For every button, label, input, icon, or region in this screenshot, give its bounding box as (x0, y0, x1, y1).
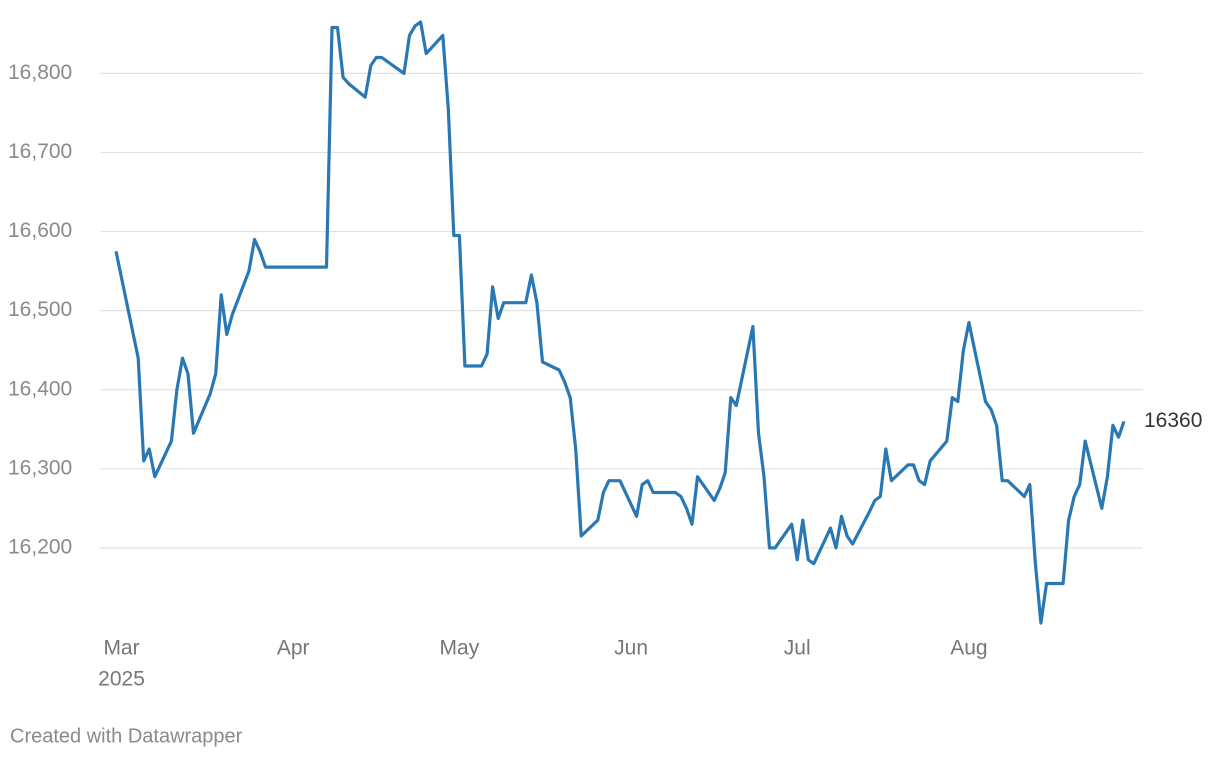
x-tick-label: Apr (277, 637, 310, 660)
y-tick-label: 16,600 (8, 219, 72, 242)
y-tick-label: 16,300 (8, 456, 72, 479)
end-label: 16360 (1144, 409, 1202, 432)
x-tick-label: Aug (950, 637, 987, 660)
y-tick-label: 16,500 (8, 298, 72, 321)
x-tick-label: May (440, 637, 480, 660)
y-tick-label: 16,200 (8, 535, 72, 558)
x-tick-label: Jun (614, 637, 648, 660)
y-tick-label: 16,400 (8, 377, 72, 400)
x-tick-sublabel: 2025 (98, 668, 145, 691)
footer: Created with Datawrapper (10, 725, 243, 747)
line (114, 20, 1126, 625)
x-tick-label: Jul (784, 637, 811, 660)
x-tick-label: Mar (103, 637, 139, 660)
y-tick-label: 16,800 (8, 61, 72, 84)
y-tick-label: 16,700 (8, 140, 72, 163)
